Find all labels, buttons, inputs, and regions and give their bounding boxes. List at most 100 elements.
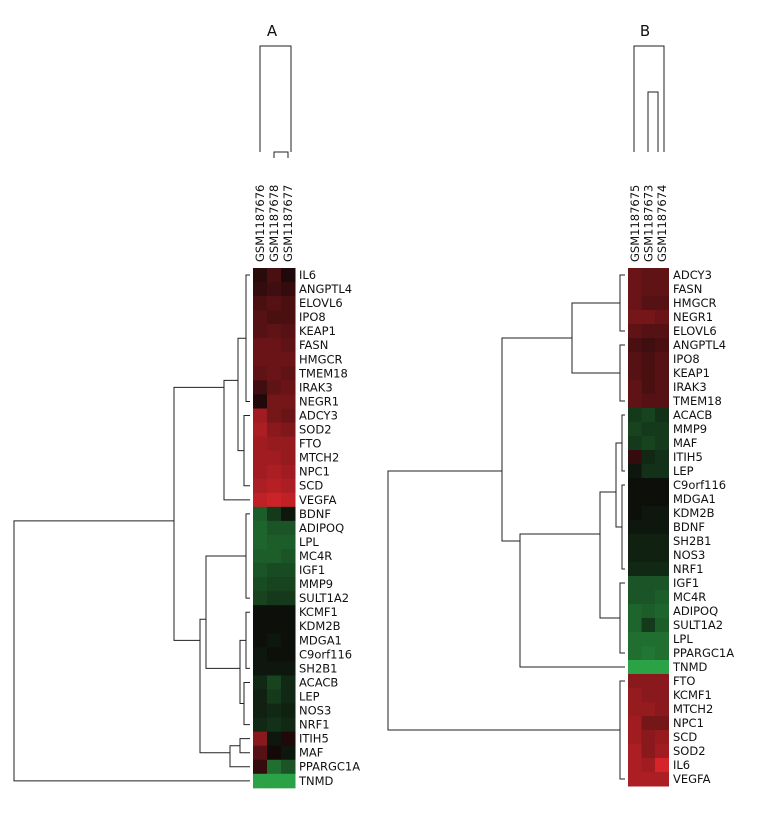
panel-a-column-dendrogram <box>273 151 289 158</box>
panel-a-gene-label: MDGA1 <box>299 633 342 647</box>
panel-b-heatmap-cell <box>641 604 656 619</box>
panel-b-gene-label: IRAK3 <box>673 380 707 394</box>
panel-a-heatmap-cell <box>267 492 282 508</box>
panel-a-heatmap-cell <box>281 394 296 409</box>
panel-a-heatmap-cell <box>253 394 268 409</box>
panel-a-heatmap-cell <box>253 268 268 283</box>
panel-b-heatmap-cell <box>641 520 656 535</box>
panel-a-gene-label: LEP <box>299 690 320 704</box>
panel-a-heatmap-cell <box>281 310 296 325</box>
panel-a-heatmap-cell <box>253 689 268 705</box>
panel-b-heatmap-cell <box>628 772 642 787</box>
panel-a-gene-label: SOD2 <box>299 423 332 437</box>
panel-b-sample-label: GSM1187674 <box>655 185 669 262</box>
panel-a-heatmap-cell <box>281 478 296 494</box>
panel-b-column-dendrogram <box>633 45 665 152</box>
panel-a-gene-label: ITIH5 <box>299 732 329 746</box>
panel-b-gene-label: MC4R <box>673 590 706 604</box>
panel-b-gene-label: TMEM18 <box>672 394 722 408</box>
panel-a-heatmap-cell <box>253 408 268 424</box>
panel-b-heatmap-cell <box>628 492 642 507</box>
panel-b-column-dendrogram <box>647 91 659 152</box>
panel-a-heatmap-cell <box>281 759 296 775</box>
panel-a-heatmap-cell <box>253 352 268 367</box>
panel-a-row-dendrogram <box>239 738 250 754</box>
panel-a-row-dendrogram <box>243 415 250 487</box>
panel-a-heatmap-cell <box>253 591 268 606</box>
panel-a-heatmap-cell <box>253 338 268 353</box>
panel-a-heatmap-cell <box>267 478 282 494</box>
panel-b-row-dendrogram <box>619 274 625 332</box>
panel-b-gene-label: NPC1 <box>673 716 704 730</box>
panel-a-heatmap-cell <box>281 282 296 297</box>
panel-b-heatmap-cell <box>641 324 656 339</box>
panel-a-heatmap-cell <box>267 689 282 705</box>
panel-a-row-dendrogram <box>199 618 230 754</box>
panel-a-heatmap-cell <box>253 563 268 578</box>
panel-b-heatmap-cell <box>655 702 669 717</box>
panel-b-heatmap-cell <box>628 464 642 479</box>
panel-b-gene-label: PPARGC1A <box>673 646 734 660</box>
panel-b-heatmap-cell <box>655 604 669 619</box>
panel-b-heatmap-cell <box>628 716 642 731</box>
panel-a-heatmap-cell <box>281 422 296 438</box>
panel-a-title: A <box>267 22 278 40</box>
panel-b-heatmap-cell <box>655 380 669 395</box>
panel-a-heatmap-cell <box>267 661 282 676</box>
panel-b-gene-label: ACACB <box>673 408 712 422</box>
panel-a-heatmap-cell <box>253 324 268 339</box>
panel-b-heatmap-cell <box>628 478 642 493</box>
panel-b-sample-label: GSM1187673 <box>641 185 655 262</box>
panel-b-gene-label: FTO <box>673 674 696 688</box>
panel-b-heatmap-cell <box>655 590 669 605</box>
panel-a-heatmap-cell <box>281 773 296 789</box>
panel-b-heatmap-cell <box>628 618 642 633</box>
panel-b-heatmap-cell <box>628 380 642 395</box>
panel-b-gene-label: ADCY3 <box>673 268 712 282</box>
panel-a-heatmap-cell <box>281 549 296 564</box>
panel-b-heatmap-cell <box>628 758 642 773</box>
panel-a-gene-label: FTO <box>299 437 322 451</box>
panel-b-row-dendrogram <box>619 680 625 780</box>
panel-b-heatmap-cell <box>628 506 642 521</box>
panel-b-heatmap-cell <box>628 562 642 577</box>
panel-b-heatmap-cell <box>655 338 669 353</box>
panel-b-heatmap-cell <box>628 604 642 619</box>
panel-a-heatmap-cell <box>267 422 282 438</box>
panel-b-sample-label: GSM1187675 <box>628 185 642 262</box>
panel-a-heatmap-cell <box>267 268 282 283</box>
panel-b-heatmap-cell <box>655 422 669 437</box>
panel-b-heatmap-cell <box>655 674 669 689</box>
panel-a-gene-label: SH2B1 <box>299 661 337 675</box>
panel-b-heatmap-cell <box>628 590 642 605</box>
panel-b-heatmap-cell <box>628 688 642 703</box>
panel-a-row-dendrogram <box>173 386 224 641</box>
panel-b-heatmap-cell <box>641 338 656 353</box>
panel-b-heatmap-cell <box>641 492 656 507</box>
panel-a-gene-label: IRAK3 <box>299 380 333 394</box>
panel-a-heatmap-cell <box>281 717 296 733</box>
panel-a-heatmap-cell <box>253 478 268 494</box>
panel-b-heatmap-cell <box>628 576 642 591</box>
panel-a-heatmap-cell <box>253 436 268 452</box>
panel-b-gene-label: SH2B1 <box>673 534 711 548</box>
panel-b-heatmap-cell <box>655 450 669 465</box>
panel-b-heatmap-cell <box>628 282 642 297</box>
panel-a-heatmap-cell <box>281 703 296 719</box>
panel-a-heatmap-cell <box>267 394 282 409</box>
panel-b-heatmap-cell <box>628 660 642 675</box>
panel-b-heatmap-cell <box>641 758 656 773</box>
panel-a-gene-label: IGF1 <box>299 563 325 577</box>
panel-a-heatmap-cell <box>267 506 282 522</box>
panel-b-heatmap-cell <box>655 660 669 675</box>
panel-a-heatmap-cell <box>253 717 268 733</box>
panel-b-heatmap-cell <box>655 688 669 703</box>
panel-b-heatmap-cell <box>655 548 669 563</box>
panel-b-heatmap-cell <box>628 324 642 339</box>
panel-b-heatmap-cell <box>641 772 656 787</box>
panel-a-heatmap-cell <box>253 675 268 690</box>
panel-b-gene-label: HMGCR <box>673 296 717 310</box>
panel-a-gene-label: NEGR1 <box>299 394 339 408</box>
panel-a-heatmap-cell <box>267 577 282 592</box>
